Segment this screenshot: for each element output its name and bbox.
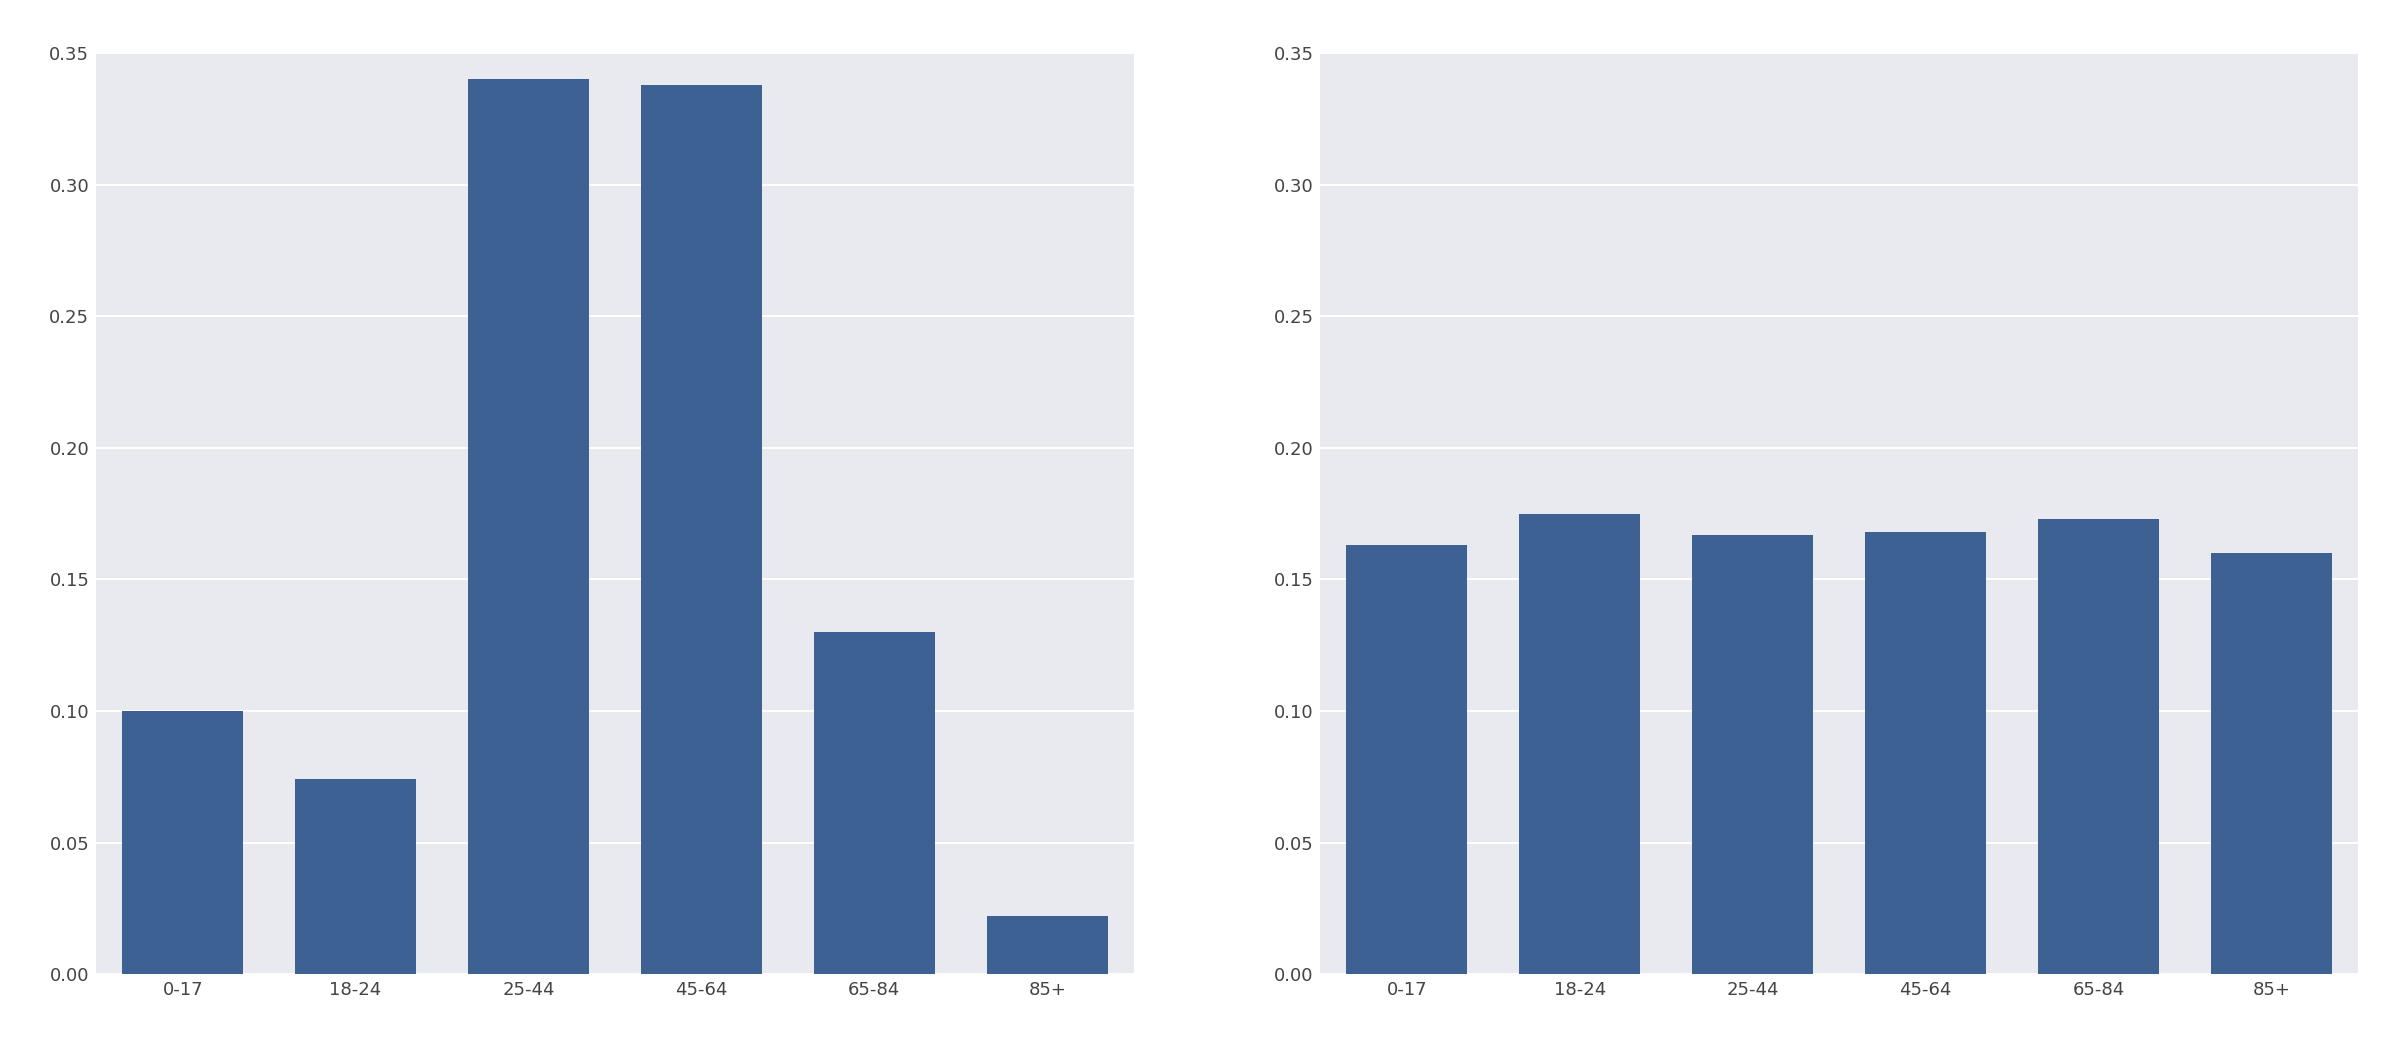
Bar: [813, 632, 936, 974]
Bar: [1347, 545, 1468, 974]
Bar: [1518, 514, 1641, 974]
Bar: [296, 779, 416, 974]
Bar: [1865, 532, 1985, 974]
Bar: [2211, 553, 2331, 974]
Bar: [2038, 519, 2158, 974]
Bar: [986, 916, 1107, 974]
Bar: [1691, 535, 1814, 974]
Bar: [640, 85, 763, 974]
Bar: [469, 79, 589, 974]
Bar: [123, 711, 243, 974]
